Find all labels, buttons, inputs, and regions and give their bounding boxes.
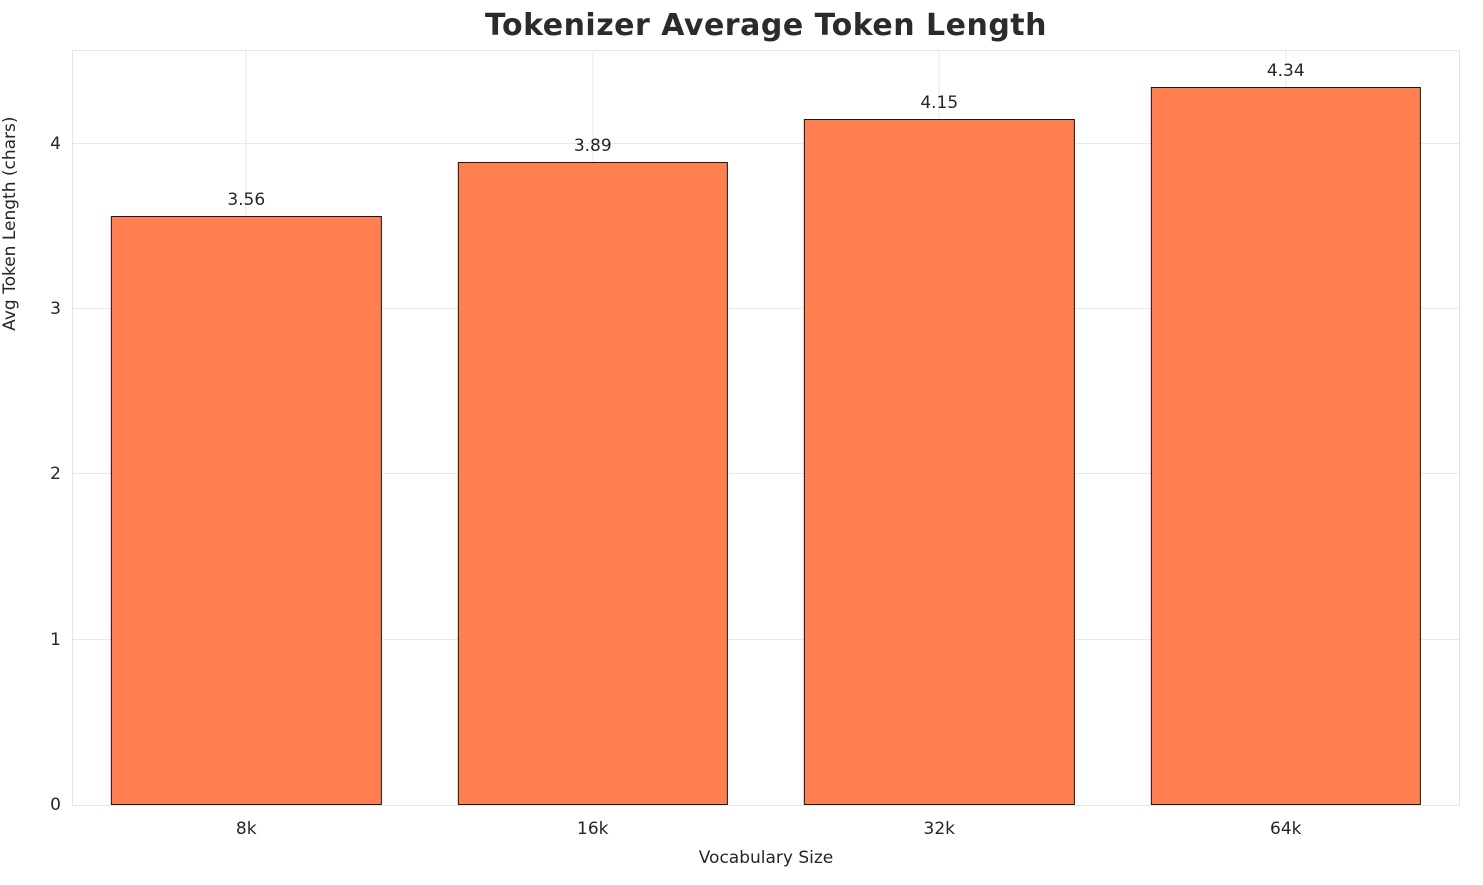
- y-tick-label: 2: [50, 464, 61, 485]
- bar-value-label: 4.15: [920, 92, 959, 113]
- bar-value-label: 3.89: [573, 135, 612, 156]
- x-tick-label: 8k: [235, 819, 257, 839]
- bar-16k: [457, 161, 728, 805]
- x-tick-label: 64k: [1270, 819, 1302, 839]
- plot-area: 3.56 3.89 4.15 4.34 0 1 2 3 4 8k 16k 32k 64k: [50, 50, 1460, 839]
- y-tick-label: 0: [50, 795, 61, 815]
- gridline-horizontal: [73, 142, 1459, 144]
- bar-value-label: 3.56: [227, 190, 266, 211]
- y-tick-label: 4: [50, 133, 61, 154]
- x-tick-label: 32k: [923, 819, 955, 839]
- x-tick-label: 16k: [577, 819, 609, 839]
- bar-8k: [111, 216, 382, 805]
- x-axis-label: Vocabulary Size: [698, 848, 834, 868]
- y-tick-label: 3: [50, 298, 61, 319]
- bar-64k: [1150, 87, 1421, 805]
- bar-32k: [804, 118, 1075, 805]
- gridline-horizontal: [73, 473, 1459, 475]
- gridline-horizontal: [73, 307, 1459, 309]
- bar-value-label: 4.34: [1266, 61, 1305, 82]
- chart-title: Tokenizer Average Token Length: [484, 8, 1047, 43]
- gridline-horizontal: [73, 638, 1459, 640]
- y-tick-label: 1: [50, 629, 61, 650]
- y-axis-label: Avg Token Length (chars): [0, 116, 20, 331]
